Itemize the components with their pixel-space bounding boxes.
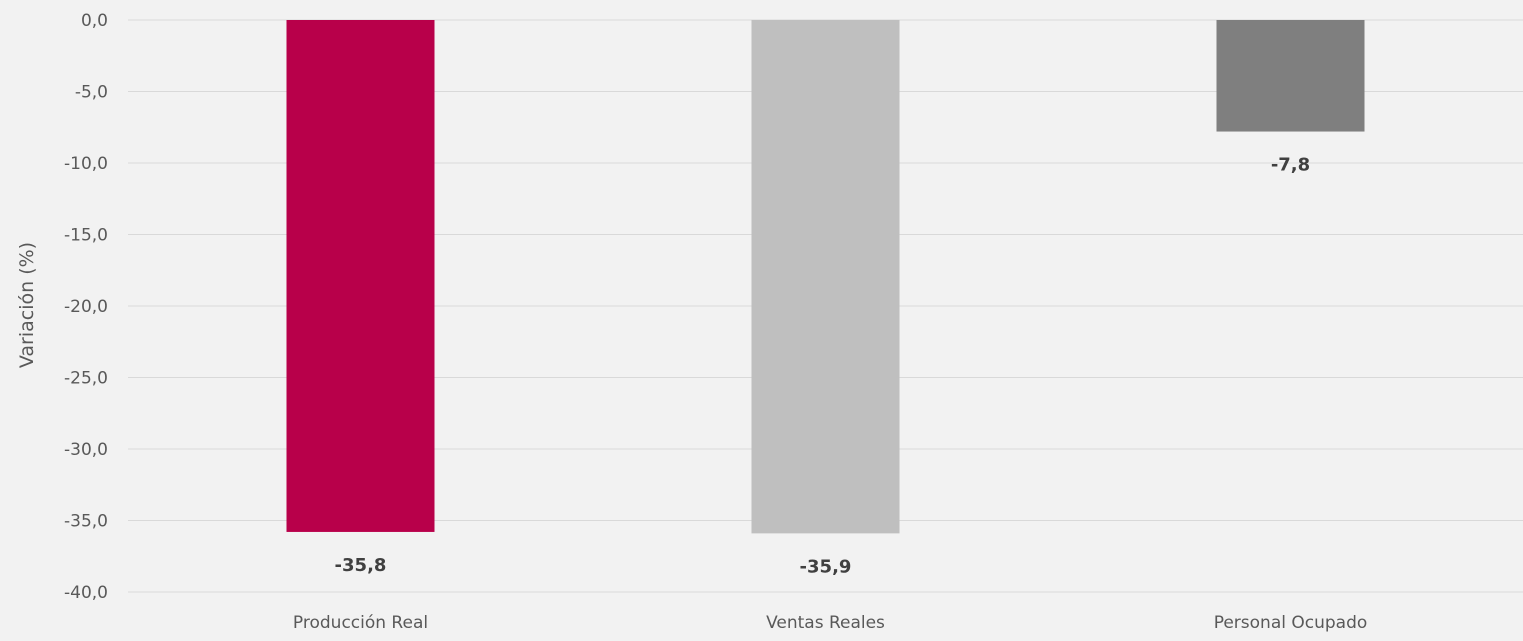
data-label: -35,9 <box>800 556 852 577</box>
bar <box>287 20 435 532</box>
y-axis-tick-labels: 0,0 -5,0 -10,0 -15,0 -20,0 -25,0 -30,0 -35,0 -40… <box>64 11 108 603</box>
y-tick-label: -25,0 <box>64 369 108 389</box>
y-axis-title: Variación (%) <box>16 242 38 368</box>
y-tick-label: -5,0 <box>75 83 108 103</box>
y-tick-label: -20,0 <box>64 297 108 317</box>
y-tick-label: -40,0 <box>64 583 108 603</box>
data-label: -35,8 <box>335 555 387 576</box>
x-category-label: Producción Real <box>293 613 428 633</box>
bars <box>287 20 1365 533</box>
y-tick-label: -15,0 <box>64 226 108 246</box>
y-tick-label: -35,0 <box>64 512 108 532</box>
data-label: -7,8 <box>1271 155 1310 176</box>
x-category-label: Personal Ocupado <box>1214 613 1368 633</box>
bar <box>1217 20 1365 132</box>
x-category-label: Ventas Reales <box>766 613 885 633</box>
x-axis-category-labels: Producción Real Ventas Reales Personal Ocu… <box>293 613 1367 633</box>
y-tick-label: -10,0 <box>64 154 108 174</box>
y-tick-label: -30,0 <box>64 440 108 460</box>
y-tick-label: 0,0 <box>81 11 108 31</box>
bar <box>752 20 900 533</box>
